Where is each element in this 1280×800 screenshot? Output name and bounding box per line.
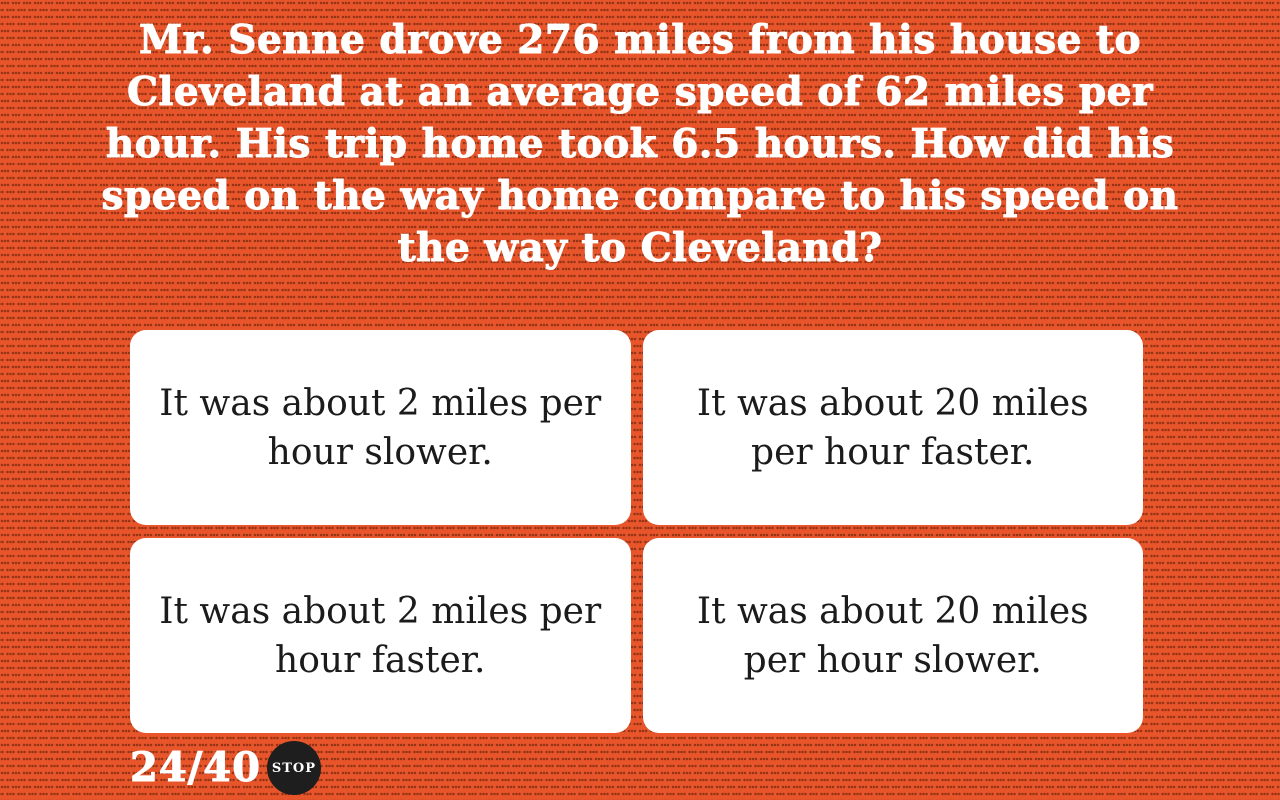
footer: 24/40 STOP — [130, 741, 321, 795]
stop-button-label: STOP — [271, 760, 317, 776]
answer-card-2[interactable]: It was about 20 miles per hour faster. — [642, 330, 1143, 525]
answer-card-1[interactable]: It was about 2 miles per hour slower. — [130, 330, 631, 525]
question-text: Mr. Senne drove 276 miles from his house… — [101, 17, 1179, 272]
stop-button[interactable]: STOP — [266, 741, 321, 795]
answers-grid: It was about 2 miles per hour slower. It… — [130, 330, 1143, 733]
answer-card-4[interactable]: It was about 20 miles per hour slower. — [642, 538, 1143, 733]
answer-card-3[interactable]: It was about 2 miles per hour faster. — [130, 538, 631, 733]
question-counter: 24/40 — [130, 744, 261, 792]
